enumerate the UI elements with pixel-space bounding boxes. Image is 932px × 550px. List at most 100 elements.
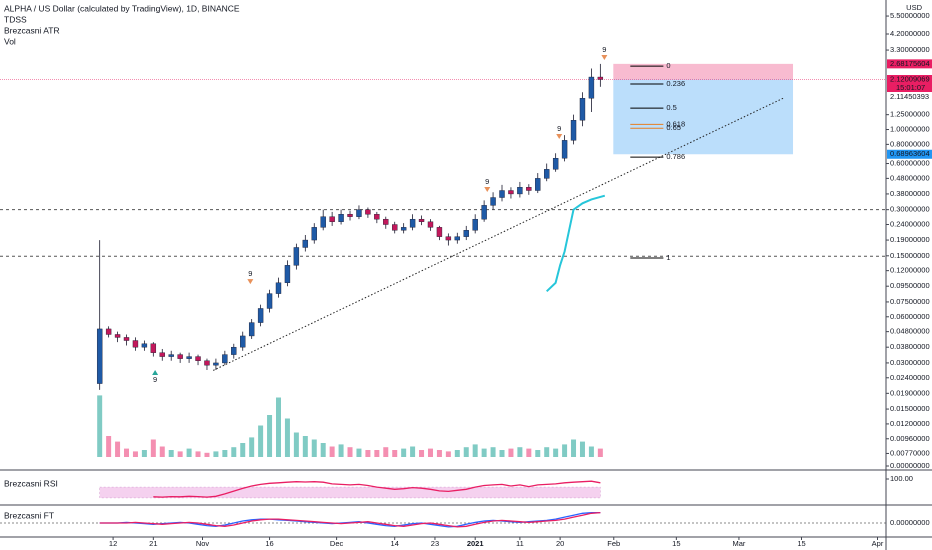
y-tick-label: 0.07500000 <box>890 297 930 306</box>
x-tick-label: Mar <box>732 539 745 548</box>
volume-bar <box>383 447 389 457</box>
fib-label: 0.786 <box>666 152 685 161</box>
volume-bar <box>436 450 442 457</box>
countdown: 15:01:07 <box>896 83 925 92</box>
volume-bar <box>427 448 433 457</box>
volume-bar <box>445 451 451 457</box>
y-tick-label: 4.20000000 <box>890 29 930 38</box>
candle-body <box>302 239 309 248</box>
candle-body <box>445 236 452 241</box>
y-tick-label: 0.15000000 <box>890 251 930 260</box>
volume-bar <box>544 447 550 457</box>
volume-bar <box>481 448 487 457</box>
volume-bar <box>97 395 103 457</box>
volume-bar <box>490 447 496 457</box>
y-tick-label: 0.60000000 <box>890 159 930 168</box>
y-tick-label: 0.48000000 <box>890 173 930 182</box>
volume-bar <box>159 446 165 457</box>
candle-body <box>517 187 523 195</box>
volume-bar <box>311 439 317 457</box>
candle-body <box>177 354 183 359</box>
x-tick-label: 14 <box>391 539 399 548</box>
fib-label: 0 <box>666 61 670 70</box>
candle-body <box>356 209 362 217</box>
volume-bar <box>347 447 353 457</box>
x-tick-label: 15 <box>797 539 805 548</box>
y-tick-label: 5.50000000 <box>890 11 930 20</box>
candle-body <box>132 340 139 348</box>
x-tick-label: 2021 <box>467 539 484 548</box>
candle-body <box>347 214 353 217</box>
td-marker <box>601 54 608 60</box>
candle-body <box>552 157 559 170</box>
candle-body <box>320 216 326 228</box>
fib-label: 0.236 <box>666 79 685 88</box>
candle-body <box>257 308 264 323</box>
candle-body <box>499 190 505 198</box>
candle-body <box>400 227 407 231</box>
volume-bar <box>302 436 308 457</box>
ft-line <box>99 511 601 528</box>
y-tick-label: 0.38000000 <box>890 189 930 198</box>
x-tick-label: Feb <box>607 539 620 548</box>
candle-body <box>204 360 210 366</box>
volume-bar <box>240 443 246 457</box>
volume-bar <box>213 451 219 457</box>
y-tick-label: 0.12000000 <box>890 266 930 275</box>
y-tick-label: 0.00000000 <box>890 518 930 527</box>
volume-bar <box>517 447 523 457</box>
volume-bar <box>410 446 416 457</box>
candle-body <box>213 362 219 366</box>
candle-body <box>275 282 282 294</box>
volume-bar <box>329 446 335 457</box>
price-label: 2.11450393 <box>890 92 929 101</box>
candle-body <box>588 76 595 99</box>
axis-unit: USD <box>906 3 922 12</box>
td-label: 9 <box>153 375 157 384</box>
volume-bar <box>106 436 112 457</box>
candle-body <box>436 227 443 237</box>
y-tick-label: 0.30000000 <box>890 205 930 214</box>
pane-title: Brezcasni FT <box>4 510 54 520</box>
volume-bar <box>338 444 344 457</box>
candle-body <box>508 190 514 195</box>
candle-body <box>526 187 532 191</box>
candle-body <box>96 328 103 384</box>
chart-title: ALPHA / US Dollar (calculated by Trading… <box>4 3 240 13</box>
y-tick-label: 0.03000000 <box>890 358 930 367</box>
candle-body <box>579 98 586 121</box>
volume-bar <box>463 447 469 457</box>
volume-bar <box>579 441 585 457</box>
candle-body <box>150 343 157 353</box>
stop-zone <box>613 79 794 155</box>
fib-label: 0.65 <box>666 123 681 132</box>
candle-body <box>141 343 148 348</box>
candle-body <box>463 230 469 237</box>
x-tick-label: 16 <box>265 539 273 548</box>
candle-body <box>490 197 496 206</box>
volume-bar <box>320 443 326 457</box>
volume-bar <box>597 448 603 457</box>
y-tick-label: 0.01900000 <box>890 388 930 397</box>
y-tick-label: 0.80000000 <box>890 139 930 148</box>
volume-bar <box>258 425 264 457</box>
candle-body <box>186 356 192 359</box>
price-badge-label: 2.68175604 <box>890 59 930 68</box>
volume-bar <box>204 452 210 457</box>
candle-body <box>409 218 416 228</box>
candle-body <box>544 169 550 179</box>
x-tick-label: Nov <box>196 539 210 548</box>
volume-bar <box>365 450 371 457</box>
y-tick-label: 0.00000000 <box>890 461 930 470</box>
volume-bar <box>374 450 380 457</box>
fib-label: 0.618 <box>666 119 685 128</box>
volume-bar <box>249 437 255 457</box>
candle-body <box>123 337 130 341</box>
candle-body <box>248 322 255 337</box>
candle-body <box>374 214 380 220</box>
candle-body <box>231 346 237 355</box>
volume-bar <box>195 451 201 457</box>
candle-body <box>222 354 228 364</box>
candle-body <box>392 224 398 231</box>
